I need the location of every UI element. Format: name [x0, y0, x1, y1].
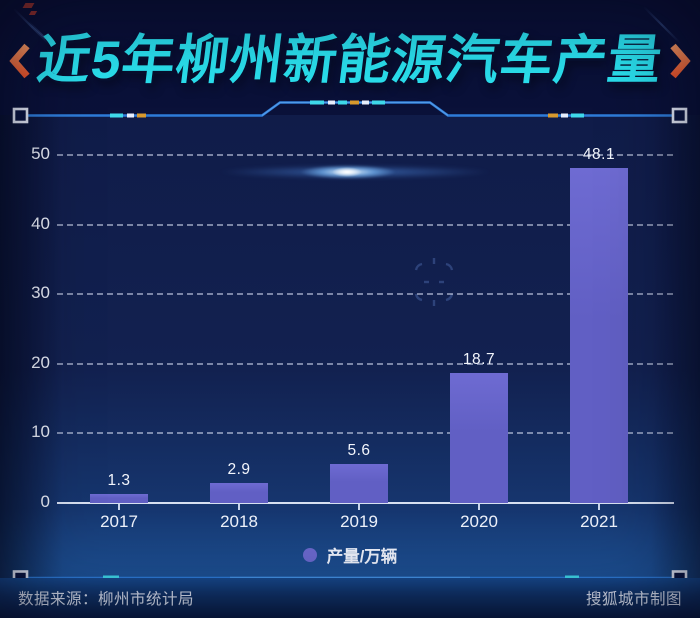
- chart-legend: 产量/万辆: [0, 543, 700, 567]
- bar: [210, 482, 268, 503]
- gridline: [57, 223, 673, 226]
- lens-flare-dot: [332, 167, 362, 177]
- x-tick-label: 2021: [580, 512, 618, 531]
- right-chevron-icon: [670, 43, 691, 79]
- x-tick-mark: [118, 504, 120, 510]
- bar: [450, 372, 508, 503]
- y-tick-label: 40: [31, 213, 50, 233]
- bar: [570, 168, 628, 503]
- title-bar: 近5年柳州新能源汽车产量: [0, 0, 700, 112]
- x-tick-mark: [358, 504, 360, 510]
- x-tick-label: 2018: [220, 512, 258, 531]
- bar-value-label: 1.3: [107, 471, 131, 489]
- x-tick-label: 2019: [340, 512, 378, 531]
- y-tick-label: 20: [31, 352, 50, 372]
- x-tick-label: 2020: [460, 512, 498, 531]
- legend-label: 产量/万辆: [326, 548, 398, 566]
- y-tick-label: 10: [31, 422, 50, 442]
- y-tick-label: 0: [40, 492, 50, 511]
- gridline: [57, 432, 673, 435]
- gridline: [57, 154, 673, 156]
- data-source-text: 数据来源：柳州市统计局: [18, 591, 195, 608]
- y-tick-label: 30: [31, 283, 50, 303]
- credit-text: 搜狐城市制图: [585, 591, 682, 608]
- y-tick-label: 50: [31, 144, 50, 163]
- bar-value-label: 18.7: [462, 350, 496, 368]
- x-tick-mark: [238, 504, 240, 510]
- bar: [330, 464, 388, 503]
- x-tick-mark: [478, 504, 480, 510]
- left-chevron-icon: [9, 43, 30, 79]
- footer-bar: 数据来源：柳州市统计局 搜狐城市制图: [0, 578, 700, 618]
- bar-value-label: 2.9: [227, 460, 251, 478]
- x-tick-label: 2017: [100, 512, 138, 531]
- bar: [90, 493, 148, 503]
- bar-value-label: 5.6: [347, 442, 371, 460]
- bar-value-label: 48.1: [582, 146, 616, 164]
- gridline: [57, 362, 673, 365]
- gridline: [57, 293, 673, 296]
- legend-marker-icon: [302, 548, 317, 562]
- x-tick-mark: [598, 504, 600, 510]
